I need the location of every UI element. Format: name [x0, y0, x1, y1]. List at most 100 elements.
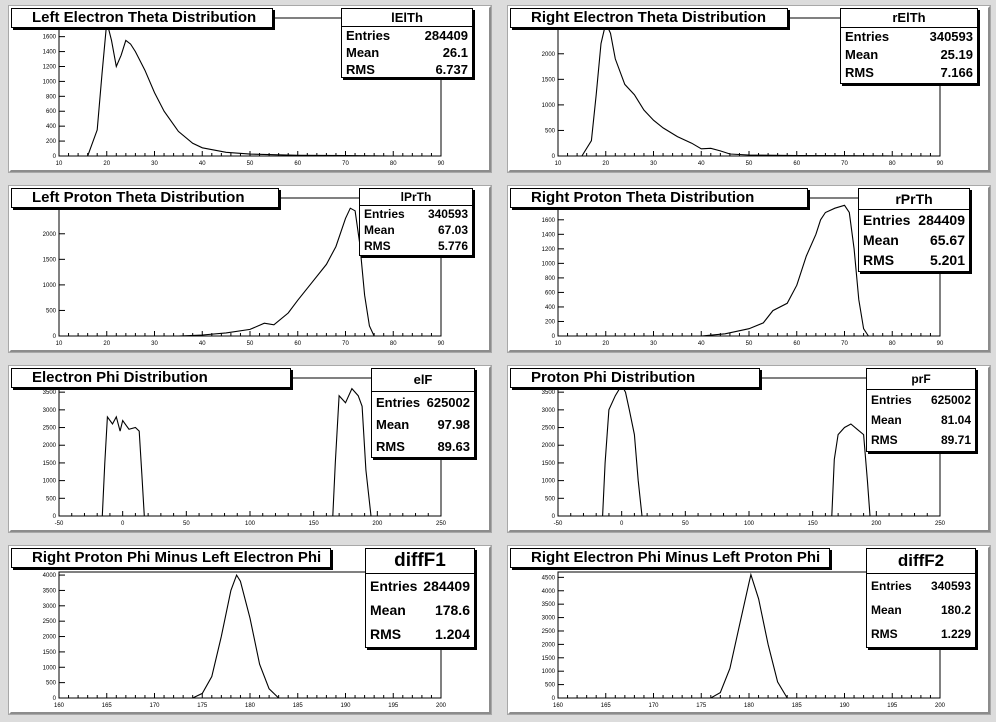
stats-row-mean: Mean 65.67 [859, 230, 969, 250]
y-tick-label: 4000 [43, 573, 57, 579]
chart-title: Right Proton Phi Minus Left Electron Phi [11, 548, 331, 568]
x-tick-label: 10 [56, 341, 63, 347]
stats-histogram-name: rPrTh [859, 189, 969, 210]
y-tick-label: 1600 [542, 218, 556, 224]
pad-lElTh: 10 20 30 40 50 60 70 80 90 0 200 400 600 800 1000 1200 1… [8, 5, 492, 173]
stats-label-entries: Entries [370, 578, 418, 594]
stats-label-rms: RMS [871, 627, 898, 641]
y-tick-label: 3000 [542, 408, 556, 414]
x-tick-label: 250 [935, 521, 946, 527]
stats-row-mean: Mean 180.2 [867, 598, 975, 622]
stats-row-rms: RMS 1.229 [867, 622, 975, 646]
y-tick-label: 3500 [43, 588, 57, 594]
x-tick-label: 80 [390, 161, 397, 167]
y-tick-label: 2500 [43, 206, 57, 212]
y-tick-label: 500 [46, 308, 57, 314]
stats-histogram-name: lElTh [342, 9, 472, 27]
y-tick-label: 1000 [43, 479, 57, 485]
y-tick-label: 3000 [542, 616, 556, 622]
y-tick-label: 1400 [542, 232, 556, 238]
y-tick-label: 2500 [43, 619, 57, 625]
stats-value-entries: 625002 [426, 395, 470, 410]
y-tick-label: 1000 [542, 261, 556, 267]
stats-histogram-name: prF [867, 369, 975, 390]
histogram-line [558, 204, 940, 337]
stats-value-entries: 340593 [930, 579, 971, 593]
x-tick-label: 180 [744, 703, 755, 709]
stats-row-entries: Entries 340593 [360, 206, 472, 222]
x-tick-label: 50 [746, 341, 753, 347]
stats-value-mean: 26.1 [442, 45, 468, 60]
x-tick-label: 170 [149, 703, 160, 709]
x-tick-label: 0 [620, 521, 624, 527]
stats-histogram-name: lPrTh [360, 189, 472, 206]
y-tick-label: 1500 [542, 461, 556, 467]
y-tick-label: 3000 [43, 408, 57, 414]
y-tick-label: 1200 [43, 64, 57, 70]
stats-row-entries: Entries 284409 [366, 574, 474, 598]
y-tick-label: 1000 [542, 479, 556, 485]
y-tick-label: 1000 [542, 103, 556, 109]
y-tick-label: 2000 [542, 443, 556, 449]
stats-row-rms: RMS 1.204 [366, 622, 474, 646]
x-tick-label: 190 [839, 703, 850, 709]
y-tick-label: 400 [46, 124, 57, 130]
x-tick-label: 195 [388, 703, 399, 709]
x-tick-label: 80 [889, 161, 896, 167]
y-tick-label: 1500 [542, 656, 556, 662]
x-tick-label: 160 [54, 703, 65, 709]
stats-value-entries: 625002 [930, 393, 971, 407]
y-tick-label: 2000 [542, 52, 556, 58]
x-tick-label: 90 [937, 161, 944, 167]
y-tick-label: 3500 [542, 602, 556, 608]
stats-value-rms: 6.737 [435, 62, 468, 77]
x-tick-label: 50 [247, 341, 254, 347]
histogram-line [558, 383, 940, 517]
stats-value-mean: 65.67 [929, 232, 965, 248]
stats-row-mean: Mean 97.98 [372, 414, 474, 436]
y-tick-label: 0 [53, 334, 57, 340]
y-tick-label: 4000 [542, 589, 556, 595]
histogram-line [59, 207, 441, 337]
stats-value-rms: 89.71 [940, 433, 971, 447]
x-tick-label: 190 [340, 703, 351, 709]
x-tick-label: 70 [841, 341, 848, 347]
pad-lPrTh: 10 20 30 40 50 60 70 80 90 0 500 1000 1500 2000 2500 Le… [8, 185, 492, 353]
stats-value-entries: 340593 [427, 207, 468, 221]
x-tick-label: 150 [808, 521, 819, 527]
stats-value-entries: 284409 [423, 578, 470, 594]
stats-label-rms: RMS [863, 252, 895, 268]
stats-row-mean: Mean 26.1 [342, 44, 472, 61]
x-tick-label: 160 [553, 703, 564, 709]
y-tick-label: 4500 [542, 575, 556, 581]
x-tick-label: 175 [696, 703, 707, 709]
stats-value-rms: 5.776 [437, 239, 468, 253]
y-tick-label: 500 [46, 681, 57, 687]
x-tick-label: 20 [103, 341, 110, 347]
pad-rPrTh: 10 20 30 40 50 60 70 80 90 0 200 400 600 800 1000 1200 1… [507, 185, 991, 353]
stats-label-mean: Mean [376, 417, 410, 432]
pad-diffF1: 160 165 170 175 180 185 190 195 200 0 500 1000 1500 2… [8, 545, 492, 715]
stats-label-mean: Mean [871, 603, 902, 617]
x-tick-label: 185 [293, 703, 304, 709]
stats-label-entries: Entries [364, 207, 405, 221]
y-tick-label: 3000 [43, 604, 57, 610]
y-tick-label: 2500 [43, 426, 57, 432]
x-tick-label: 250 [436, 521, 447, 527]
y-tick-label: 1600 [43, 35, 57, 41]
plot-rElTh: 10 20 30 40 50 60 70 80 90 0 500 1000 1500 2000 2500 [542, 17, 944, 167]
stats-value-rms: 5.201 [929, 252, 965, 268]
x-tick-label: 50 [682, 521, 689, 527]
x-tick-label: -50 [554, 521, 563, 527]
x-tick-label: 40 [698, 161, 705, 167]
pad-diffF2: 160 165 170 175 180 185 190 195 200 0 500 1000 1500 2… [507, 545, 991, 715]
y-tick-label: 200 [545, 319, 556, 325]
y-tick-label: 600 [46, 109, 57, 115]
x-tick-label: 40 [199, 161, 206, 167]
stats-label-mean: Mean [845, 47, 879, 62]
stats-box: lPrTh Entries 340593 Mean 67.03 RMS 5.776 [359, 188, 473, 256]
stats-value-rms: 1.229 [940, 627, 971, 641]
stats-label-mean: Mean [370, 602, 406, 618]
stats-histogram-name: diffF2 [867, 549, 975, 574]
stats-row-entries: Entries 625002 [372, 392, 474, 414]
